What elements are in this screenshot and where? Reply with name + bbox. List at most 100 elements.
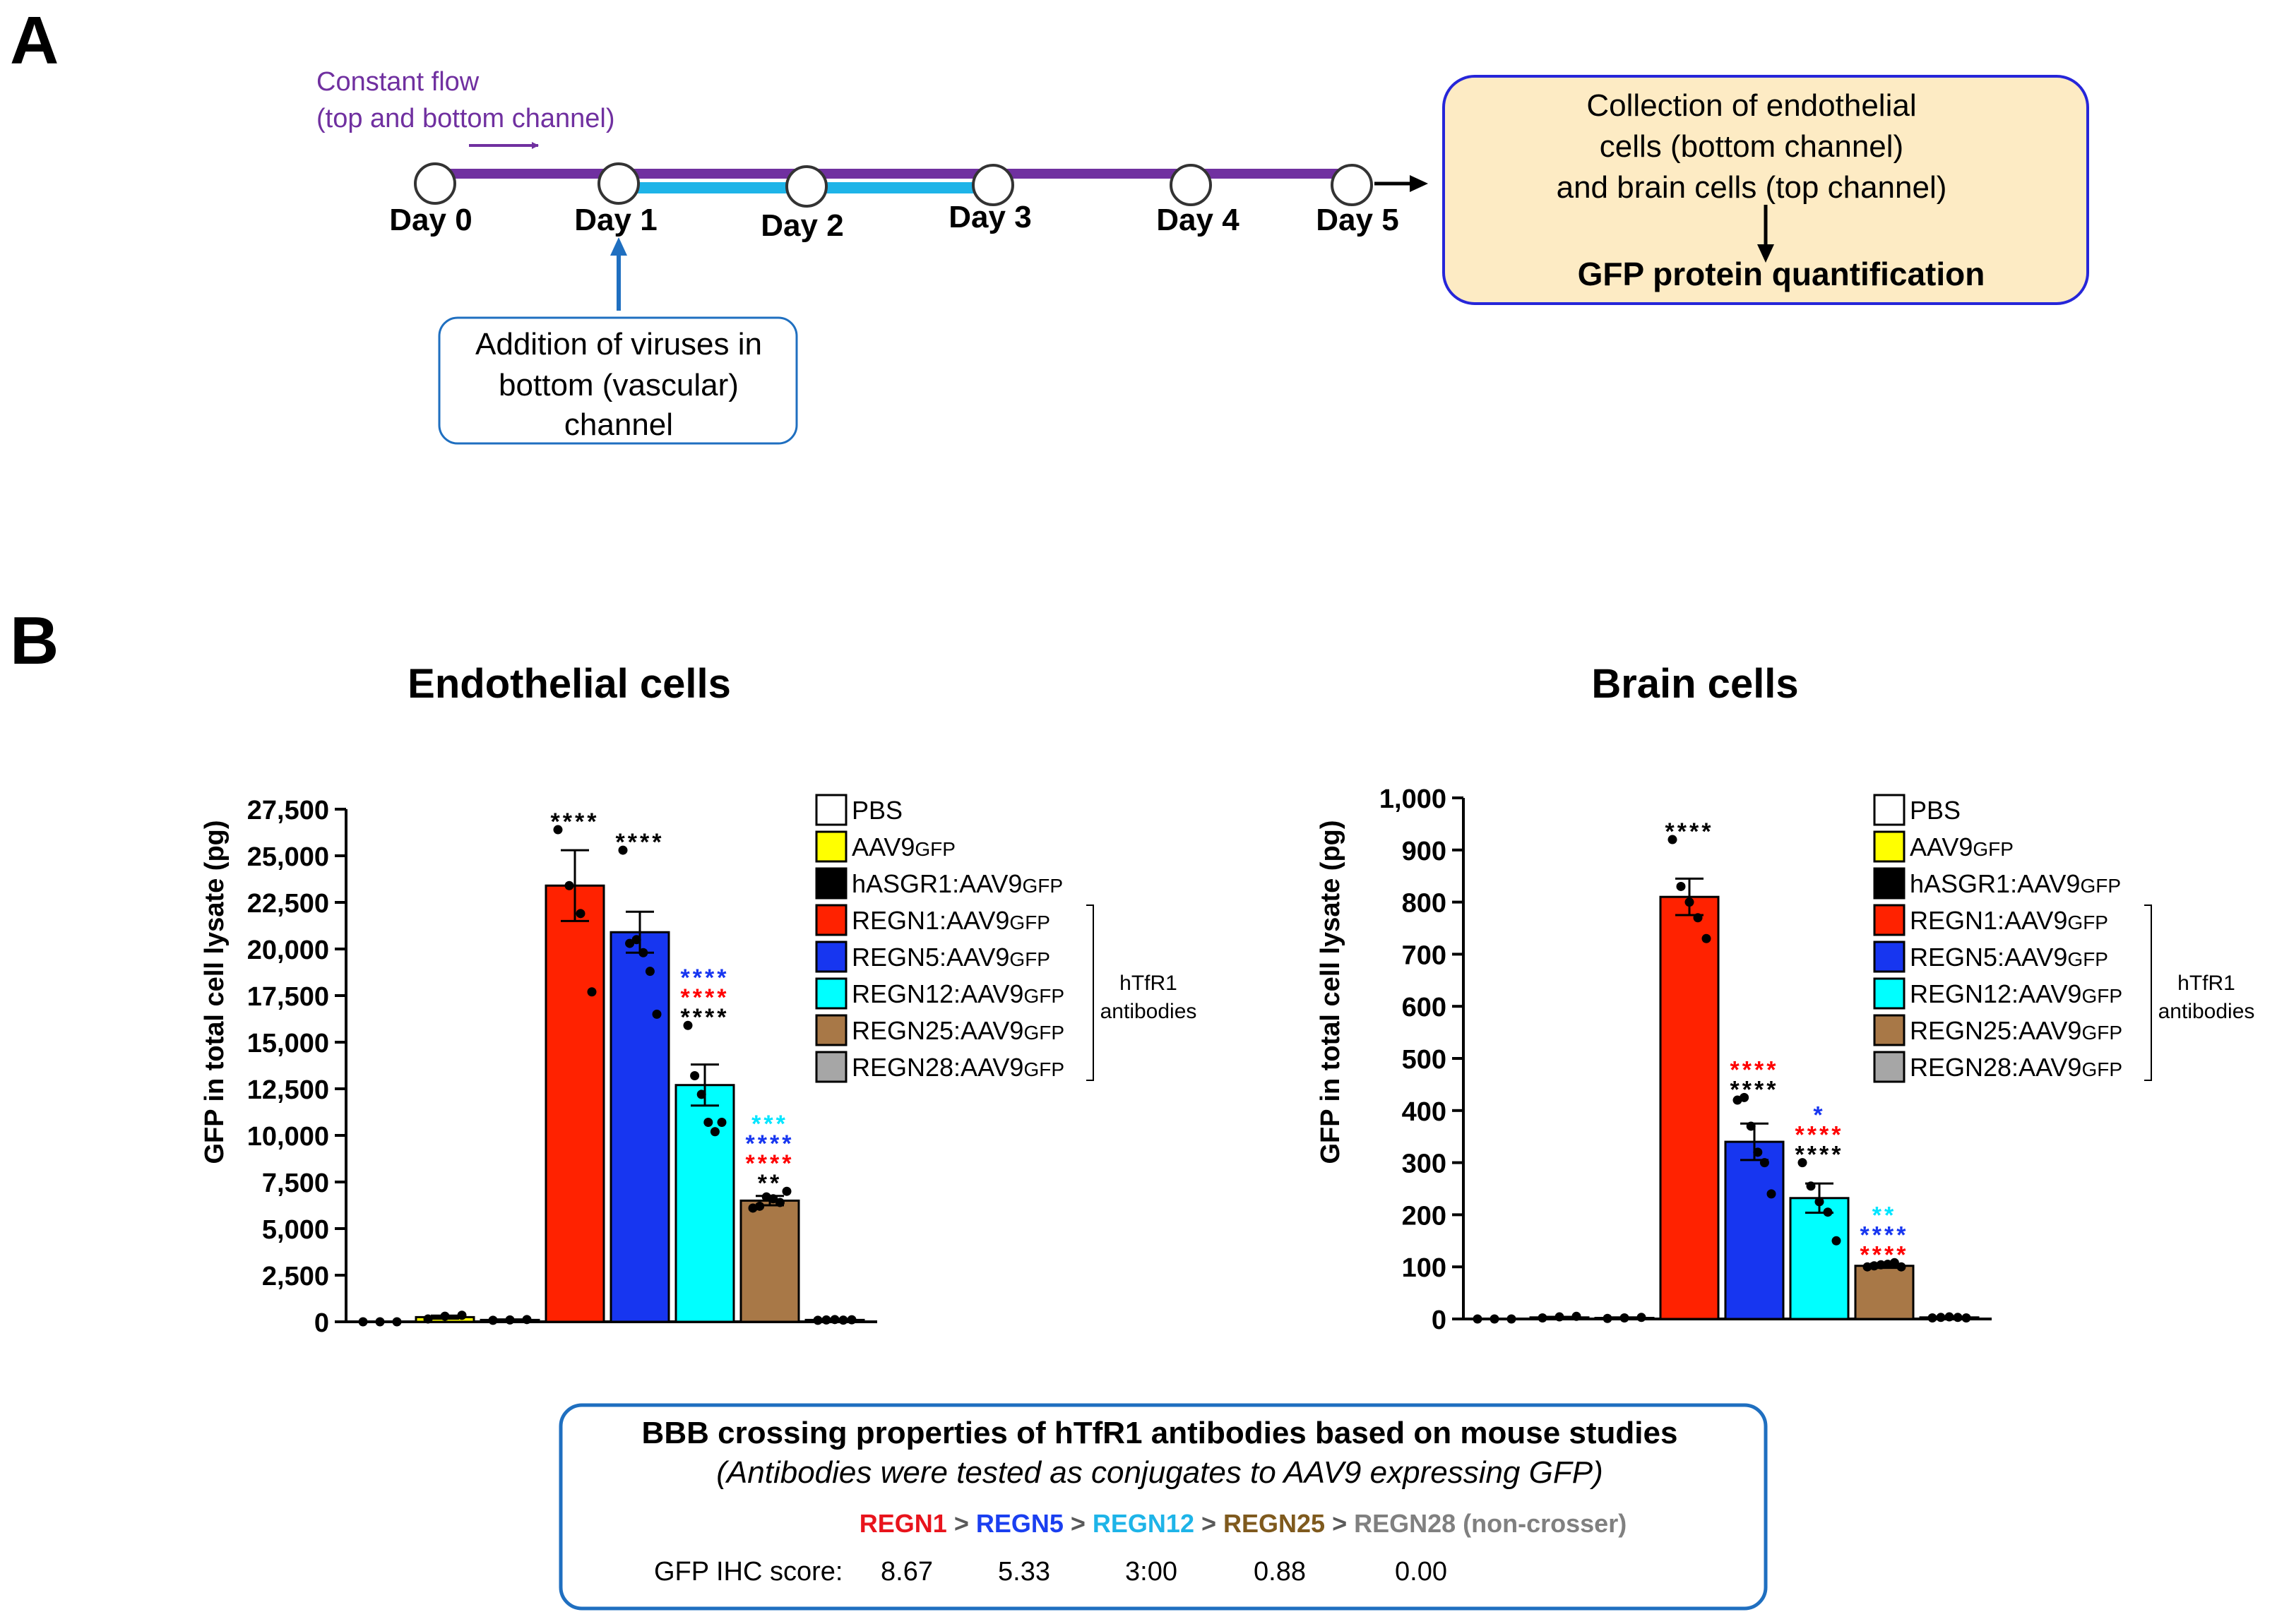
endothelial-data-point [440,1311,450,1321]
legend-swatch [1873,977,1906,1010]
endothelial-y-tick-label: 0 [314,1308,329,1338]
panel-a: A Constant flow (top and bottom channel)… [10,3,2089,445]
endothelial-chart: Endothelial cells GFP in total cell lysa… [200,661,877,1338]
endothelial-bar [545,884,605,1323]
endothelial-significance-mark: **** [681,965,730,991]
ranking-item: > [947,1509,976,1538]
endothelial-y-tick-label: 22,500 [247,889,329,919]
day-label-5: Day 5 [1316,203,1398,237]
legend-label-subscript: GFP [2081,985,2122,1007]
brain-y-tick-label: 500 [1402,1045,1446,1075]
legend-label: REGN12:AAV9GFP [852,979,1064,1008]
flow-label-line2: (top and bottom channel) [316,104,615,133]
legend-swatch [1873,1051,1906,1083]
flow-label-line1: Constant flow [316,67,480,97]
brain-data-point [1753,1147,1763,1157]
brain-bar [1659,895,1720,1320]
endothelial-data-point [645,967,655,977]
endothelial-data-point [710,1127,720,1137]
brain-significance-mark: **** [1795,1122,1844,1149]
legend-label: hASGR1:AAV9GFP [852,869,1063,898]
legend-group-label: hTfR1 [1119,972,1177,995]
endothelial-significance-mark: **** [681,1004,730,1031]
brain-data-point [1619,1313,1629,1323]
endothelial-data-point [423,1314,433,1324]
ranking-item: REGN12 [1093,1509,1194,1538]
legend-swatch [815,941,848,973]
endothelial-data-point [813,1315,823,1325]
day-label-1: Day 1 [574,203,657,237]
legend-swatch [815,1014,848,1046]
virus-box-line3: channel [564,407,673,442]
endothelial-data-point [847,1315,857,1325]
day-label-0: Day 0 [389,203,472,237]
endothelial-data-point [587,987,597,997]
legend-label: REGN1:AAV9GFP [1910,906,2108,935]
legend-label: hASGR1:AAV9GFP [1910,869,2121,898]
day-label-3: Day 3 [949,200,1031,234]
ranking-item: REGN28 (non-crosser) [1354,1509,1627,1538]
brain-data-point [1953,1313,1963,1323]
endothelial-data-point [631,935,641,945]
brain-bar [1789,1197,1850,1320]
brain-data-point [1571,1311,1581,1321]
endothelial-significance-mark: **** [746,1130,795,1157]
endothelial-y-tick-label: 12,500 [247,1075,329,1105]
endothelial-data-point [821,1315,831,1325]
ranking-item: > [1064,1509,1093,1538]
brain-data-point [1823,1207,1833,1217]
brain-y-tick-label: 100 [1402,1253,1446,1283]
brain-data-point [1473,1314,1482,1324]
brain-data-point [1876,1260,1886,1270]
day-node-2 [785,165,828,208]
brain-significance-mark: **** [1860,1241,1909,1268]
brain-data-point [1944,1312,1954,1322]
legend-swatch [1873,904,1906,936]
legend-group-label: hTfR1 [2177,972,2235,995]
legend-label-subscript: GFP [2081,1058,2122,1080]
ranking-item: REGN25 [1223,1509,1325,1538]
panel-b-label: B [10,603,59,679]
legend-swatch [815,904,848,936]
brain-y-tick-label: 0 [1432,1306,1446,1335]
virus-box-line2: bottom (vascular) [499,368,739,402]
legend-swatch [1873,830,1906,863]
endothelial-significance-mark: ** [758,1170,782,1197]
brain-plot: 01002003004005006007008009001,000*******… [1379,784,1992,1335]
endothelial-y-tick-label: 7,500 [262,1169,329,1198]
legend-label: REGN28:AAV9GFP [852,1053,1064,1082]
endothelial-data-point [553,825,563,835]
endothelial-data-point [768,1194,778,1204]
brain-data-point [1490,1314,1499,1324]
virus-box-line1: Addition of viruses in [475,327,762,362]
score-label: GFP IHC score: [654,1557,843,1587]
ranking-item: > [1325,1509,1354,1538]
brain-significance-mark: **** [1665,818,1714,845]
endothelial-data-point [703,1118,713,1128]
brain-data-point [1862,1262,1872,1272]
legend-label: REGN5:AAV9GFP [852,943,1050,972]
brain-y-tick-label: 700 [1402,941,1446,970]
brain-data-point [1603,1313,1612,1323]
day-node-1 [598,162,640,205]
legend-swatch [1873,794,1906,826]
endothelial-y-tick-label: 17,500 [247,982,329,1012]
endothelial-chart-title: Endothelial cells [408,661,731,707]
brain-data-point [1814,1197,1824,1207]
score-regn12: 3:00 [1125,1557,1177,1587]
bbb-box: BBB crossing properties of hTfR1 antibod… [559,1403,1768,1611]
legend-label: REGN25:AAV9GFP [852,1016,1064,1045]
brain-data-point [1936,1313,1946,1323]
brain-data-point [1806,1181,1816,1191]
legend-swatch [1873,1014,1906,1046]
legend-label-subscript: GFP [915,838,956,860]
endothelial-data-point [505,1315,515,1325]
endothelial-data-point [690,1071,700,1081]
legend-bracket [1086,904,1094,1081]
brain-y-axis-label: GFP in total cell lysate (pg) [1316,820,1345,1164]
endothelial-significance-mark: *** [751,1111,788,1138]
brain-significance-mark: ** [1872,1202,1896,1229]
endothelial-y-tick-label: 10,000 [247,1122,329,1152]
endothelial-bar [610,931,670,1323]
quantification-label: GFP protein quantification [1578,256,1985,292]
